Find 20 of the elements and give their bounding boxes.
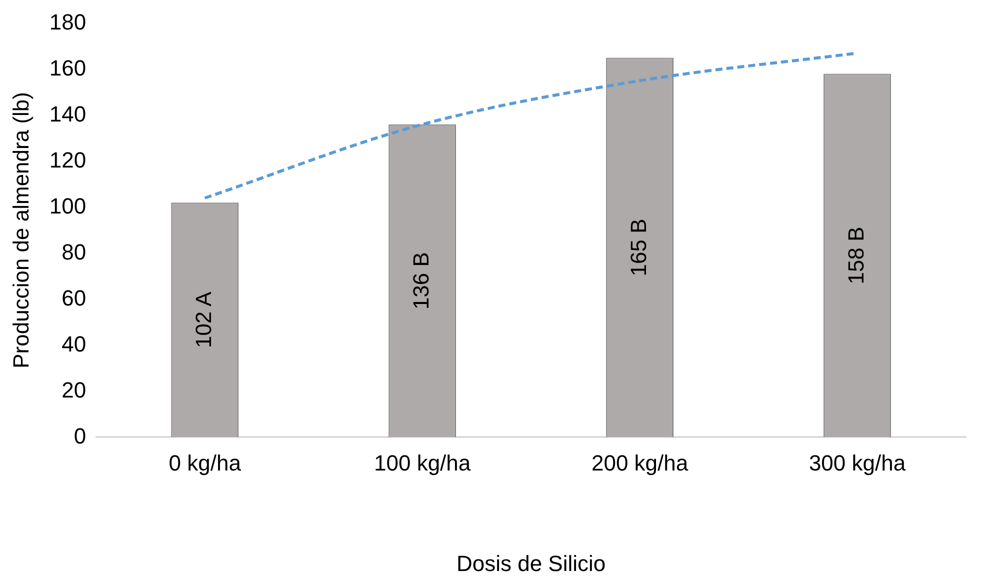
y-tick-label: 180 — [49, 9, 86, 34]
y-tick-label: 160 — [49, 55, 86, 80]
y-tick-label: 60 — [62, 285, 86, 310]
y-tick-label: 140 — [49, 101, 86, 126]
x-tick-label: 100 kg/ha — [374, 450, 472, 476]
y-tick-label: 40 — [62, 331, 86, 356]
x-tick-label: 0 kg/ha — [168, 450, 242, 476]
y-tick-label: 120 — [49, 147, 86, 172]
y-tick-label: 20 — [62, 377, 86, 402]
data-label: 102 A — [190, 291, 216, 348]
x-tick-label: 200 kg/ha — [591, 450, 689, 476]
x-axis-title: Dosis de Silicio — [456, 550, 606, 576]
y-axis-title: Produccion de almendra (lb) — [8, 92, 34, 368]
data-label: 158 B — [843, 226, 868, 284]
data-label: 136 B — [408, 252, 434, 310]
y-tick-label: 80 — [62, 239, 86, 264]
y-tick-label: 0 — [74, 423, 86, 448]
x-tick-label: 300 kg/ha — [808, 450, 906, 476]
data-label: 165 B — [626, 218, 651, 276]
y-tick-label: 100 — [49, 193, 86, 218]
